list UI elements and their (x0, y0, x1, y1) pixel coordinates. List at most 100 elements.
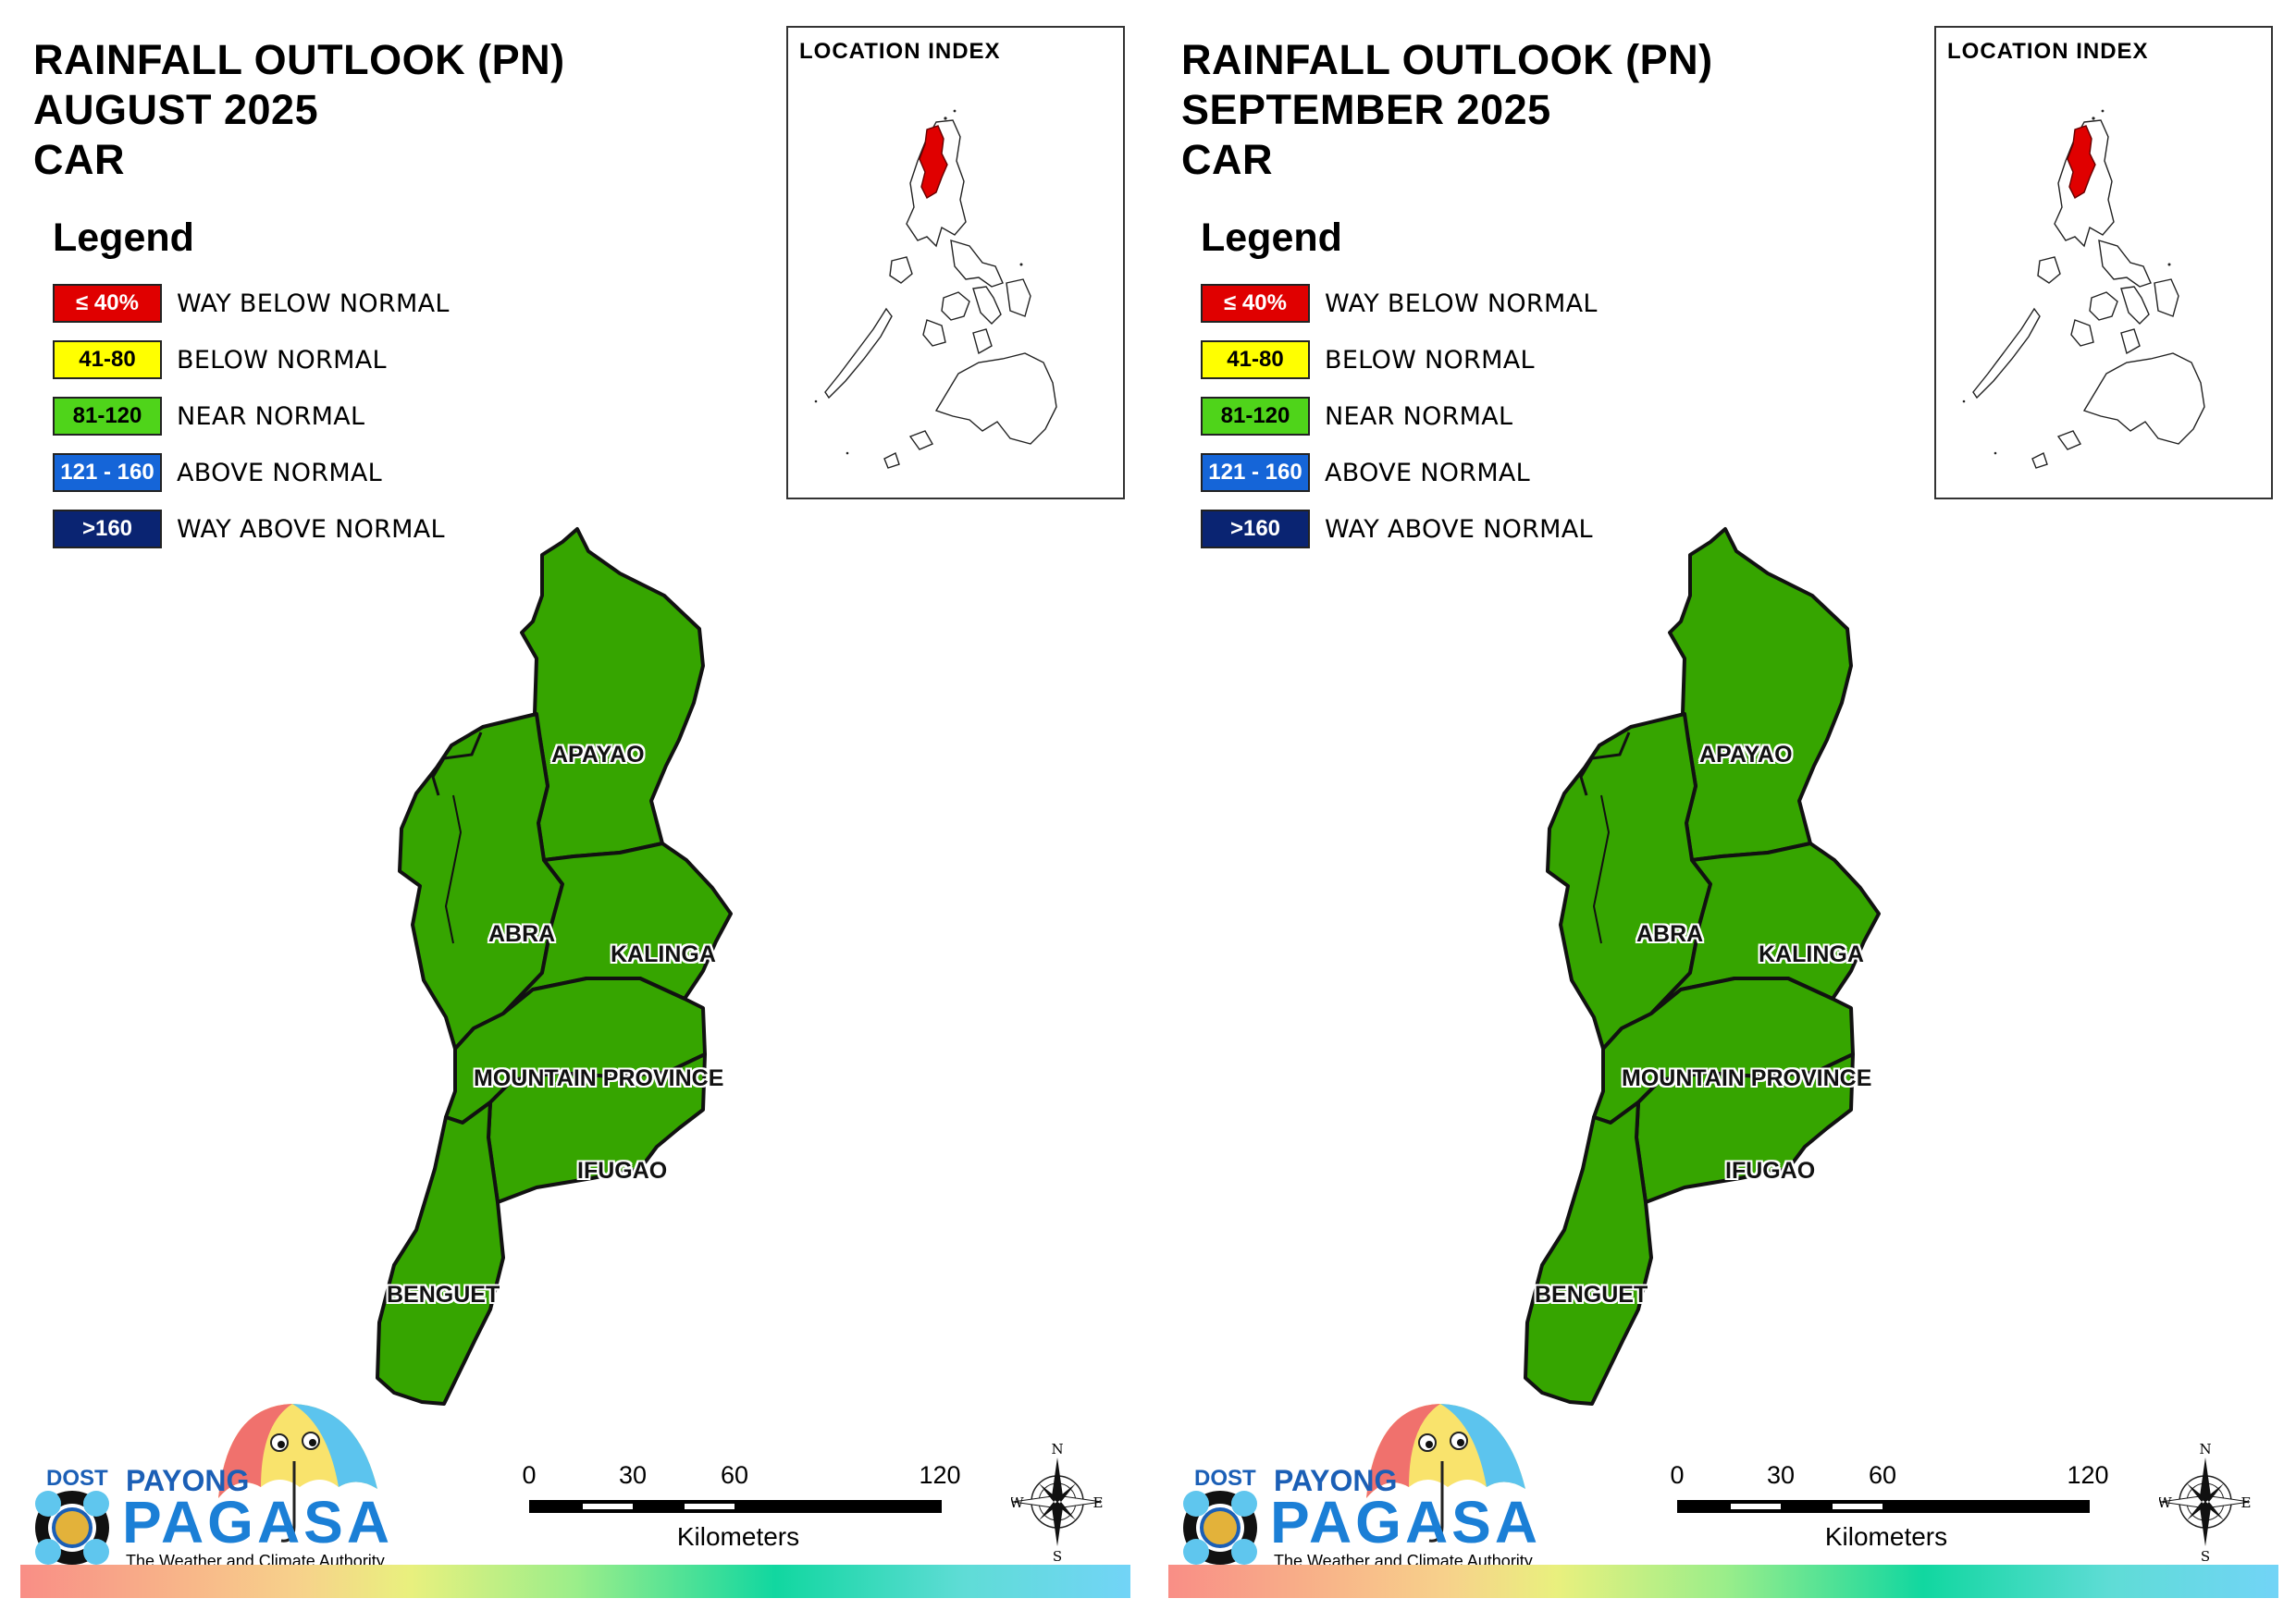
payong-pagasa-logo: DOST PAYONG PAGASA The Weather and Clima… (33, 1387, 394, 1572)
footer-color-band (1168, 1565, 2278, 1598)
legend-label: BELOW NORMAL (1325, 345, 1535, 375)
legend: Legend ≤ 40% WAY BELOW NORMAL 41-80 BELO… (1201, 215, 1598, 563)
legend-item: 81-120 NEAR NORMAL (53, 394, 450, 438)
compass-s: S (2201, 1548, 2210, 1563)
legend-heading: Legend (53, 215, 194, 260)
label-mountain-province: MOUNTAIN PROVINCE (1622, 1065, 1872, 1091)
label-ifugao: IFUGAO (577, 1158, 668, 1184)
legend-swatch: 81-120 (1201, 397, 1310, 436)
location-index: LOCATION INDEX (1934, 26, 2273, 499)
legend-label: ABOVE NORMAL (1325, 458, 1531, 487)
compass-e: E (2241, 1494, 2252, 1511)
legend-item: >160 WAY ABOVE NORMAL (53, 507, 450, 551)
province-abra (398, 712, 564, 1051)
legend-item: 121 - 160 ABOVE NORMAL (53, 450, 450, 495)
province-benguet (1524, 1100, 1653, 1406)
compass-e: E (1093, 1494, 1104, 1511)
car-province-map: APAYAO ABRA KALINGA MOUNTAIN PROVINCE IF… (342, 518, 823, 1424)
title-month: AUGUST 2025 (33, 86, 319, 133)
location-index-title: LOCATION INDEX (799, 39, 1001, 64)
label-kalinga: KALINGA (611, 941, 716, 967)
logo-payong-text: PAYONG (126, 1464, 249, 1497)
logo-dost-text: DOST (46, 1466, 108, 1491)
title-line: RAINFALL OUTLOOK (PN) (33, 36, 565, 83)
philippines-inset-map (1962, 109, 2205, 469)
north-arrow-compass: N E S W (2157, 1441, 2252, 1565)
label-benguet: BENGUET (387, 1282, 500, 1308)
legend-label: NEAR NORMAL (177, 401, 365, 431)
province-apayao (1668, 527, 1853, 862)
legend-swatch: >160 (1201, 510, 1310, 548)
scale-bar-graphic (1677, 1500, 2090, 1513)
location-index: LOCATION INDEX (786, 26, 1125, 499)
title-line: RAINFALL OUTLOOK (PN) (1181, 36, 1713, 83)
north-arrow-compass: N E S W (1009, 1441, 1104, 1565)
scale-tick: 60 (720, 1461, 749, 1489)
legend-item: 81-120 NEAR NORMAL (1201, 394, 1598, 438)
scale-bar: 0 30 60 120 Kilometers (1670, 1461, 2108, 1563)
legend-label: WAY ABOVE NORMAL (177, 514, 445, 544)
compass-w: W (2159, 1494, 2172, 1511)
philippines-inset-map (814, 109, 1057, 469)
province-kalinga (1649, 842, 1881, 1015)
logo-dost-text: DOST (1194, 1466, 1256, 1491)
logo-pagasa-text: PAGASA (1270, 1489, 1541, 1555)
legend-swatch: 41-80 (53, 340, 162, 379)
scale-tick: 60 (1868, 1461, 1897, 1489)
compass-s: S (1053, 1548, 1062, 1563)
legend-label: WAY ABOVE NORMAL (1325, 514, 1593, 544)
legend-item: >160 WAY ABOVE NORMAL (1201, 507, 1598, 551)
scale-bar: 0 30 60 120 Kilometers (522, 1461, 960, 1563)
logo-payong-text: PAYONG (1274, 1464, 1397, 1497)
legend-item: 41-80 BELOW NORMAL (1201, 338, 1598, 382)
compass-n: N (1051, 1443, 1063, 1457)
title-region: CAR (1181, 136, 1273, 183)
payong-pagasa-logo: DOST PAYONG PAGASA The Weather and Clima… (1181, 1387, 1542, 1572)
legend-label: WAY BELOW NORMAL (1325, 289, 1598, 318)
scale-bar-graphic (529, 1500, 942, 1513)
legend-item: 121 - 160 ABOVE NORMAL (1201, 450, 1598, 495)
compass-n: N (2199, 1443, 2211, 1457)
location-index-title: LOCATION INDEX (1947, 39, 2149, 64)
legend-label: WAY BELOW NORMAL (177, 289, 450, 318)
car-highlight (919, 125, 948, 199)
legend-swatch: >160 (53, 510, 162, 548)
scale-tick: 120 (919, 1461, 961, 1489)
legend-label: ABOVE NORMAL (177, 458, 383, 487)
scale-unit: Kilometers (1824, 1522, 1948, 1551)
map-title: RAINFALL OUTLOOK (PN) AUGUST 2025 CAR (33, 35, 565, 185)
scale-tick: 0 (522, 1461, 537, 1489)
footer-color-band (20, 1565, 1130, 1598)
label-abra: ABRA (488, 921, 556, 947)
scale-tick: 120 (2067, 1461, 2109, 1489)
legend: Legend ≤ 40% WAY BELOW NORMAL 41-80 BELO… (53, 215, 450, 563)
legend-swatch: 121 - 160 (1201, 453, 1310, 492)
label-ifugao: IFUGAO (1725, 1158, 1816, 1184)
scale-tick: 30 (1766, 1461, 1796, 1489)
car-highlight (2067, 125, 2096, 199)
legend-item: ≤ 40% WAY BELOW NORMAL (1201, 281, 1598, 326)
title-region: CAR (33, 136, 125, 183)
scale-tick: 30 (618, 1461, 648, 1489)
province-benguet (376, 1100, 505, 1406)
legend-swatch: 41-80 (1201, 340, 1310, 379)
title-month: SEPTEMBER 2025 (1181, 86, 1551, 133)
label-apayao: APAYAO (551, 742, 645, 768)
legend-item: 41-80 BELOW NORMAL (53, 338, 450, 382)
province-kalinga (501, 842, 733, 1015)
legend-label: BELOW NORMAL (177, 345, 387, 375)
logo-pagasa-text: PAGASA (122, 1489, 393, 1555)
outlook-panel: RAINFALL OUTLOOK (PN) AUGUST 2025 CAR Le… (20, 26, 1130, 1598)
label-abra: ABRA (1636, 921, 1704, 947)
legend-swatch: 81-120 (53, 397, 162, 436)
label-mountain-province: MOUNTAIN PROVINCE (474, 1065, 724, 1091)
legend-label: NEAR NORMAL (1325, 401, 1513, 431)
compass-w: W (1011, 1494, 1024, 1511)
province-abra (1546, 712, 1712, 1051)
legend-swatch: 121 - 160 (53, 453, 162, 492)
legend-heading: Legend (1201, 215, 1342, 260)
outlook-panel: RAINFALL OUTLOOK (PN) SEPTEMBER 2025 CAR… (1148, 0, 2296, 1623)
label-apayao: APAYAO (1699, 742, 1793, 768)
scale-tick: 0 (1670, 1461, 1685, 1489)
label-benguet: BENGUET (1535, 1282, 1648, 1308)
